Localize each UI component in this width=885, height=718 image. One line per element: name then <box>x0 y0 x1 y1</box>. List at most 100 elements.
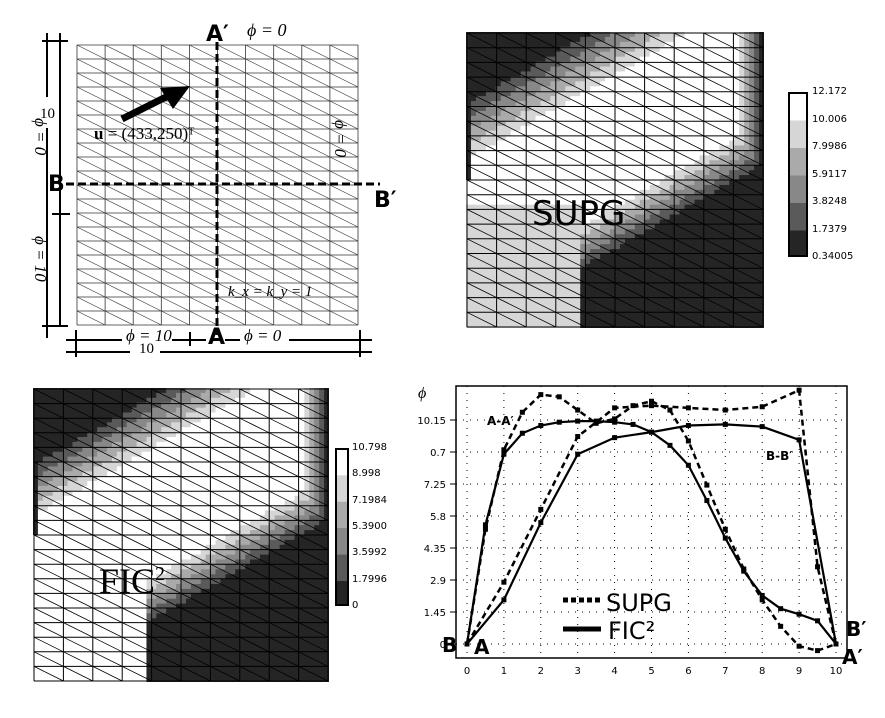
x-tick-label: 5 <box>648 666 654 677</box>
colorbar-swatch <box>789 230 807 257</box>
data-marker <box>575 418 581 424</box>
data-marker <box>796 437 802 443</box>
colorbar-swatch <box>789 93 807 121</box>
velocity-symbol: u <box>94 124 104 143</box>
data-marker <box>612 419 618 425</box>
data-marker <box>556 419 562 425</box>
domain-width-label: 10 <box>139 341 154 357</box>
supg-contour-plot <box>466 32 764 328</box>
data-marker <box>833 641 839 647</box>
data-marker <box>612 405 618 411</box>
data-marker <box>649 429 654 435</box>
data-marker <box>612 416 618 422</box>
series-supg <box>464 387 839 647</box>
y-tick-label: 1.45 <box>424 608 446 619</box>
colorbar-label: 3.5992 <box>352 547 387 559</box>
colorbar-label: 5.9117 <box>812 168 847 180</box>
colorbar-label: 1.7996 <box>352 573 387 585</box>
data-marker <box>815 618 821 624</box>
colorbar-swatch <box>789 175 807 203</box>
x-tick-label: 8 <box>759 666 765 677</box>
data-marker <box>685 405 691 411</box>
label-a-prime-top: A′ <box>206 22 229 47</box>
data-marker <box>667 407 673 413</box>
profile-line-chart: 0 1.45 2.9 4.35 5.8 7.25 0.7 10.15 0 1 2 3 4 5 6 7 8 9 10 ϕ… <box>417 385 867 677</box>
label-b-left: B <box>48 172 65 197</box>
fic-title-main: FIC <box>99 561 156 601</box>
data-marker <box>759 592 765 598</box>
data-marker <box>685 438 691 444</box>
data-marker <box>519 409 525 415</box>
chart-annotation: A′ <box>842 645 863 669</box>
legend-label-supg: SUPG <box>606 589 672 617</box>
data-marker <box>501 579 507 585</box>
x-tick-label: 1 <box>501 666 507 677</box>
y-tick-label: 7.25 <box>424 480 446 491</box>
data-marker <box>538 520 544 526</box>
x-tick-label: 2 <box>538 666 544 677</box>
colorbar-swatch <box>789 203 807 231</box>
contour-fill <box>33 388 329 682</box>
colorbar-label: 8.998 <box>352 468 381 480</box>
colorbar-label: 12.172 <box>812 86 847 97</box>
supg-title: SUPG <box>532 194 626 234</box>
grid <box>450 386 847 658</box>
data-marker <box>538 506 544 512</box>
data-marker <box>649 403 654 409</box>
data-marker <box>649 398 654 404</box>
domain-height-label: 10 <box>40 106 55 122</box>
chart-annotation: A <box>474 635 490 659</box>
mesh-schematic <box>42 33 380 357</box>
data-marker <box>759 597 765 603</box>
fic-colorbar: 10.798 8.998 7.1984 5.3900 3.5992 1.7996 0 <box>335 442 395 613</box>
colorbar-swatch <box>336 475 348 502</box>
bc-bottom-right-label: ϕ = 0 <box>244 326 282 345</box>
data-marker <box>759 424 765 430</box>
data-marker <box>815 648 821 654</box>
problem-setup-diagram: A′ ϕ = 0 B B′ A u = (433,250)ᵀ k_x = k_y… <box>0 0 400 360</box>
label-b-prime-right: B′ <box>374 188 397 213</box>
dimension-lines <box>42 33 372 357</box>
colorbar-label: 3.8248 <box>812 196 847 207</box>
data-marker <box>538 423 544 429</box>
data-marker <box>464 641 470 647</box>
x-tick-label: 7 <box>722 666 728 677</box>
colorbar-swatch <box>336 501 348 528</box>
data-marker <box>704 498 710 504</box>
fic-contour-panel: FIC2 <box>33 388 329 682</box>
colorbar-label: 10.006 <box>812 113 847 125</box>
y-tick-label: 0 <box>440 640 446 651</box>
x-tick-label: 10 <box>830 666 843 677</box>
colorbar-label: 7.1984 <box>352 494 387 506</box>
bc-right-label: ϕ = 0 <box>331 120 350 158</box>
colorbar-label: 7.9986 <box>812 141 847 152</box>
chart-annotation: B′ <box>846 617 867 641</box>
data-marker <box>556 394 562 400</box>
colorbar-swatch <box>336 528 348 555</box>
data-marker <box>575 451 581 457</box>
x-tick-label: 9 <box>796 666 802 677</box>
data-marker <box>722 407 728 413</box>
colorbar-label: 5.3900 <box>352 521 387 532</box>
colorbar-swatch <box>336 554 348 581</box>
colorbar-swatch <box>789 148 807 176</box>
data-marker <box>815 564 821 570</box>
data-marker <box>538 392 544 398</box>
x-tick-label: 6 <box>685 666 691 677</box>
chart-annotation: B <box>442 633 457 657</box>
bc-left-lower-label: ϕ = 10 <box>31 236 50 282</box>
fic-contour-plot <box>33 388 329 682</box>
data-marker <box>741 566 747 572</box>
mesh-grid <box>466 32 764 328</box>
y-tick-label: 10.15 <box>417 416 446 427</box>
y-tick-label: 5.8 <box>430 512 446 523</box>
x-tick-label: 3 <box>575 666 581 677</box>
data-marker <box>501 597 507 603</box>
supg-colorbar: 12.172 10.006 7.9986 5.9117 3.8248 1.7379 0.34… <box>788 86 885 262</box>
bc-bottom-left-label: ϕ = 10 <box>126 326 172 345</box>
data-marker <box>630 421 636 427</box>
colorbar-swatch <box>336 449 348 476</box>
data-marker <box>667 442 673 448</box>
mesh-grid <box>33 388 329 682</box>
colorbar-swatch <box>336 580 348 606</box>
